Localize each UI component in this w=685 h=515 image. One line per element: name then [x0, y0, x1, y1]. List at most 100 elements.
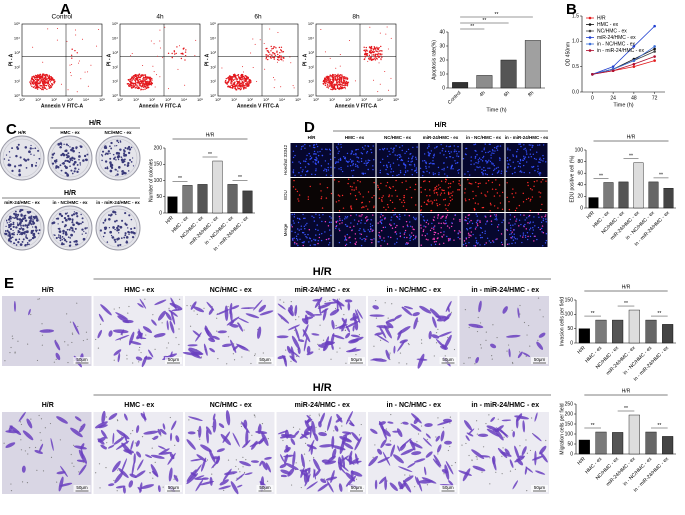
event-dot — [47, 82, 48, 83]
colony — [133, 165, 134, 166]
nucleus — [515, 242, 516, 243]
pore — [376, 318, 377, 319]
nucleus — [540, 192, 541, 193]
nucleus — [301, 146, 302, 147]
event-dot — [373, 59, 374, 60]
nucleus — [440, 144, 441, 145]
nucleus — [509, 209, 510, 210]
nucleus — [384, 217, 385, 218]
event-dot — [137, 88, 138, 89]
event-dot — [272, 57, 273, 58]
event-dot — [337, 77, 338, 78]
flow-tick-label: 10³ — [67, 97, 73, 102]
y-tick-label: 50 — [567, 441, 573, 447]
event-dot — [355, 80, 356, 81]
group-label: H/R — [622, 388, 631, 394]
colony — [62, 236, 64, 238]
colony — [74, 211, 75, 212]
colony — [119, 156, 120, 157]
nucleus — [336, 225, 337, 226]
event-dot — [335, 89, 336, 90]
nucleus — [367, 151, 368, 152]
nucleus — [404, 202, 405, 203]
nucleus — [449, 197, 450, 198]
colony — [56, 237, 58, 239]
y-tick-label: 30 — [439, 43, 445, 49]
event-dot — [345, 88, 346, 89]
nucleus — [483, 167, 484, 168]
colony — [118, 232, 119, 233]
pore — [12, 338, 13, 339]
colony — [8, 233, 11, 236]
colony — [28, 239, 30, 241]
pore — [502, 447, 503, 448]
pore — [67, 362, 68, 363]
pore — [241, 423, 242, 424]
nucleus — [433, 174, 434, 175]
colony — [14, 165, 16, 167]
nucleus — [390, 237, 391, 238]
nucleus — [399, 199, 400, 200]
nucleus — [317, 243, 318, 244]
colony — [27, 244, 28, 245]
colony — [64, 150, 66, 152]
pore — [477, 433, 478, 434]
nucleus — [412, 226, 413, 227]
y-tick-label: 20 — [577, 194, 583, 200]
event-dot — [380, 84, 381, 85]
nucleus — [297, 234, 298, 235]
nucleus — [393, 214, 394, 215]
flow-tick-label: 10⁵ — [295, 97, 301, 102]
nucleus — [300, 163, 301, 164]
nucleus — [448, 205, 449, 206]
pore — [361, 424, 362, 425]
nucleus — [485, 170, 486, 171]
colony — [127, 227, 128, 228]
nucleus — [457, 146, 458, 147]
event-dot — [266, 57, 267, 58]
pore — [491, 355, 492, 356]
colony — [71, 221, 73, 223]
pore — [301, 487, 302, 488]
colony — [129, 148, 131, 150]
event-dot — [33, 82, 34, 83]
nucleus — [502, 209, 503, 210]
nucleus — [405, 170, 406, 171]
event-dot — [238, 81, 239, 82]
pore — [330, 359, 331, 360]
nucleus — [437, 233, 438, 234]
nucleus — [426, 168, 427, 169]
nucleus — [477, 203, 478, 204]
event-dot — [35, 79, 36, 80]
event-dot — [368, 57, 369, 58]
nucleus — [355, 238, 356, 239]
pore — [36, 470, 37, 471]
event-dot — [264, 43, 265, 44]
y-tick-label: 40 — [577, 182, 583, 188]
flow-tick-label: 10² — [308, 64, 314, 69]
pore — [145, 334, 146, 335]
nucleus — [315, 157, 316, 158]
nucleus — [423, 225, 424, 226]
nucleus — [293, 172, 294, 173]
nucleus — [340, 158, 341, 159]
nucleus — [523, 144, 524, 145]
event-dot — [235, 86, 236, 87]
nucleus — [475, 245, 476, 246]
nucleus — [434, 232, 435, 233]
nucleus — [439, 204, 440, 205]
nucleus — [517, 149, 518, 150]
nucleus — [319, 214, 320, 215]
nucleus — [340, 167, 341, 168]
colony — [107, 241, 109, 243]
event-dot — [349, 40, 350, 41]
data-point — [653, 59, 656, 62]
pore — [435, 436, 436, 437]
pore — [401, 423, 402, 424]
colony — [9, 222, 10, 223]
event-dot — [381, 59, 382, 60]
colony — [36, 162, 37, 163]
nucleus — [338, 159, 339, 160]
pore — [228, 336, 229, 337]
nucleus — [338, 194, 339, 195]
